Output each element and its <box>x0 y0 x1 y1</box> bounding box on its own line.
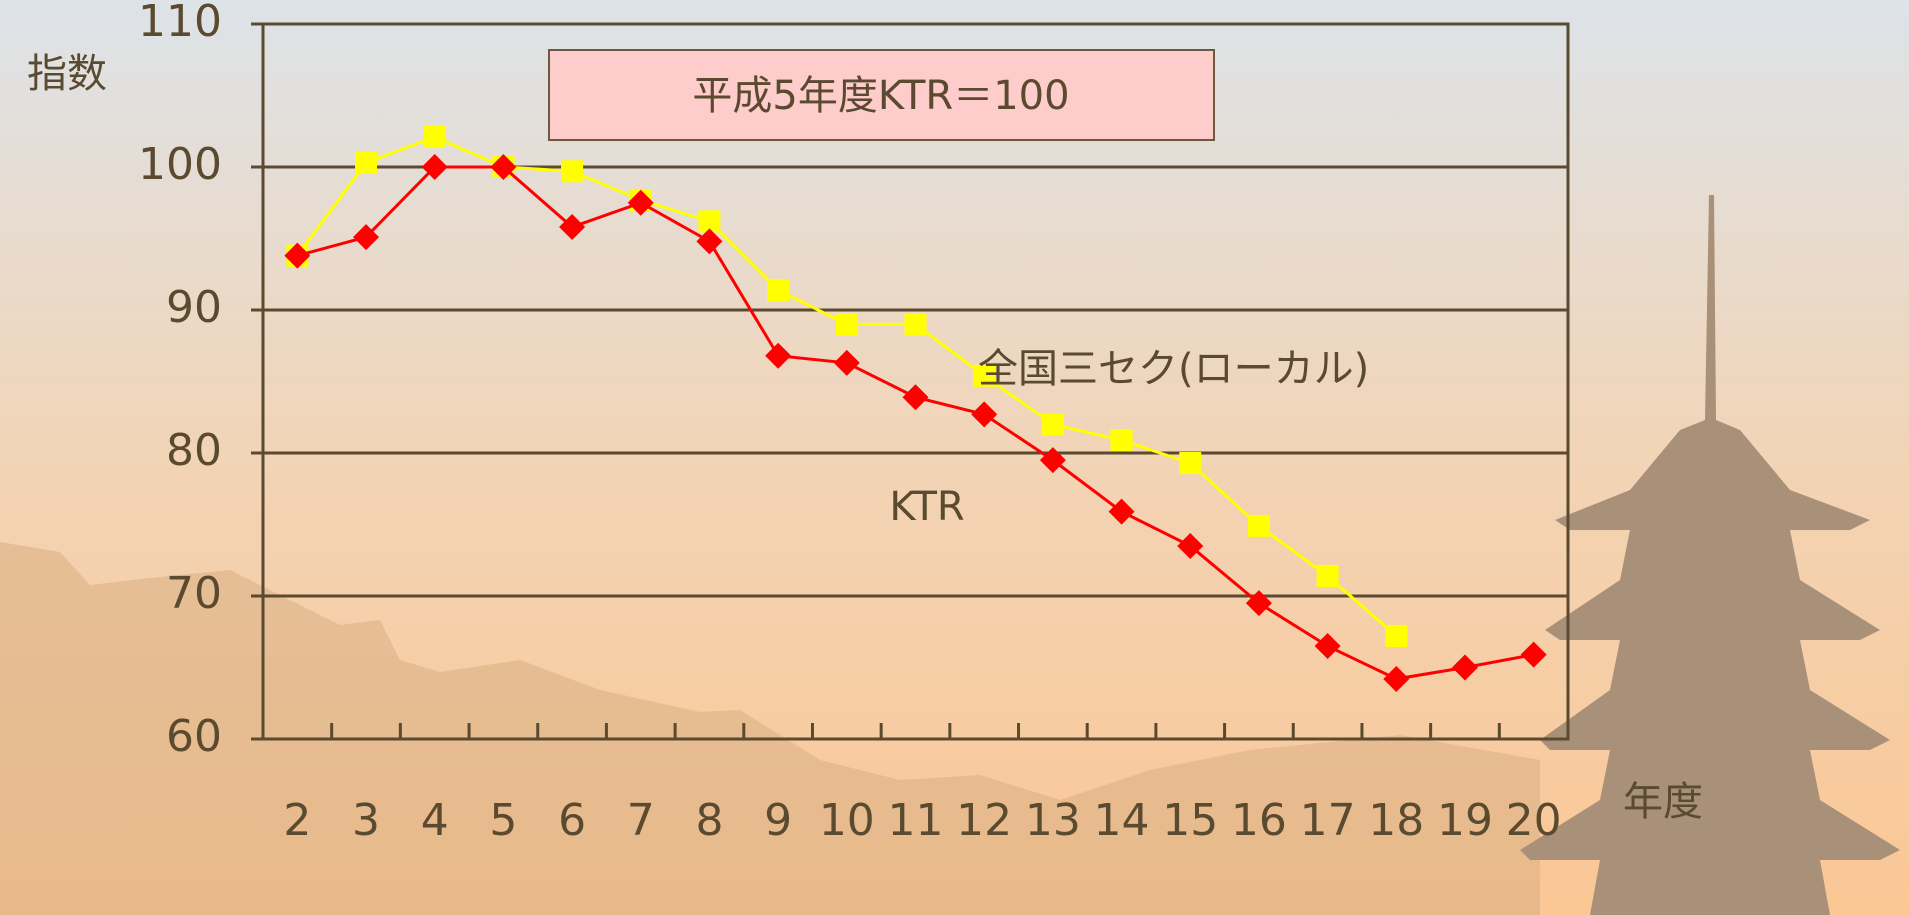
marker <box>1111 429 1133 451</box>
x-tick-label: 15 <box>1162 795 1218 846</box>
x-tick-label: 4 <box>421 795 449 846</box>
y-axis-label: 指数 <box>27 51 107 97</box>
marker <box>836 313 858 335</box>
x-tick-label: 18 <box>1368 795 1424 846</box>
marker <box>1385 625 1407 647</box>
x-tick-label: 12 <box>956 795 1012 846</box>
y-tick-label: 110 <box>138 0 222 47</box>
chart: 60 70 80 90 100 110 23456789 10 1112 13 1415 16 1718… <box>0 0 1909 915</box>
y-tick-label: 100 <box>138 139 222 190</box>
y-tick-label: 70 <box>166 568 222 619</box>
x-tick-label: 13 <box>1025 795 1081 846</box>
marker <box>1179 452 1201 474</box>
x-tick-label: 6 <box>558 795 586 846</box>
x-tick-label: 3 <box>352 795 380 846</box>
marker <box>767 279 789 301</box>
x-axis-label: 年度 <box>1623 779 1703 825</box>
marker <box>355 152 377 174</box>
marker <box>1317 565 1339 587</box>
marker <box>905 313 927 335</box>
x-tick-label: 5 <box>489 795 517 846</box>
page: 60 70 80 90 100 110 23456789 10 1112 13 1415 16 1718… <box>0 0 1909 915</box>
marker <box>424 126 446 148</box>
x-tick-label: 10 <box>819 795 875 846</box>
y-tick-label: 90 <box>166 282 222 333</box>
x-tick-label: 8 <box>695 795 723 846</box>
marker <box>561 160 583 182</box>
series-label: KTR <box>889 484 964 530</box>
x-tick-label: 9 <box>764 795 792 846</box>
x-tick-label: 7 <box>627 795 655 846</box>
annotation: 平成5年度KTR＝100 <box>692 73 1069 119</box>
series-label: 全国三セク(ローカル) <box>978 346 1369 392</box>
y-tick-label: 60 <box>166 711 222 762</box>
x-tick-label: 20 <box>1506 795 1562 846</box>
y-tick-label: 80 <box>166 425 222 476</box>
marker <box>1248 515 1270 537</box>
marker <box>1042 413 1064 435</box>
x-tick-label: 14 <box>1094 795 1150 846</box>
x-tick-label: 11 <box>888 795 944 846</box>
x-tick-label: 19 <box>1437 795 1493 846</box>
x-tick-label: 17 <box>1300 795 1356 846</box>
x-tick-label: 16 <box>1231 795 1287 846</box>
x-tick-label: 2 <box>283 795 311 846</box>
